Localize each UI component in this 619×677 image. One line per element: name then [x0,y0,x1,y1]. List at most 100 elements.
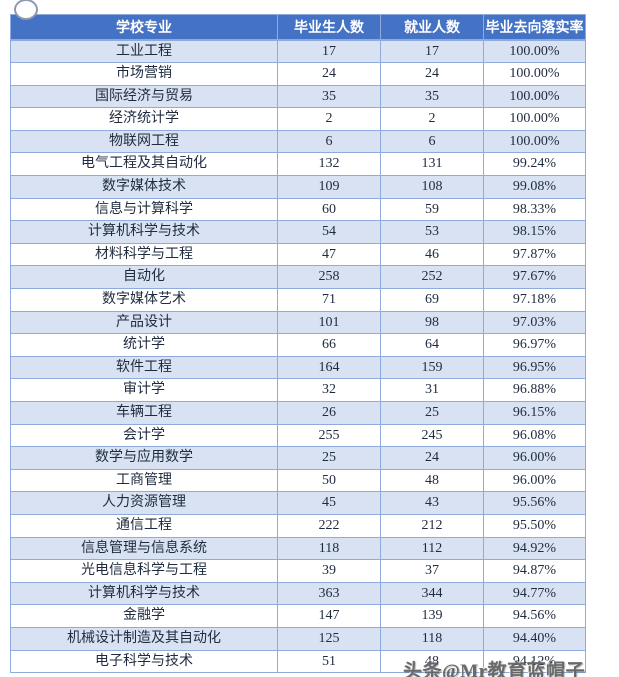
rate-cell: 94.92% [483,536,586,561]
employed-cell: 112 [380,536,484,561]
table-row: 统计学 66 64 96.97% [10,333,586,357]
major-cell: 金融学 [10,604,278,628]
employed-cell: 46 [380,242,484,267]
partial-circle-icon [14,0,38,20]
graduates-cell: 32 [277,378,381,402]
employed-cell: 139 [380,604,484,628]
table-row: 金融学 147 139 94.56% [10,604,586,628]
header-major: 学校专业 [10,14,278,41]
table-row: 数字媒体艺术 71 69 97.18% [10,288,586,312]
major-cell: 国际经济与贸易 [10,84,278,109]
table-row: 信息与计算科学 60 59 98.33% [10,197,586,222]
major-cell: 会计学 [10,423,278,448]
graduates-cell: 26 [277,401,381,425]
major-cell: 产品设计 [10,310,278,335]
header-graduates: 毕业生人数 [277,14,381,41]
graduates-cell: 60 [277,197,381,222]
graduates-cell: 132 [277,152,381,177]
major-cell: 计算机科学与技术 [10,220,278,244]
table-row: 光电信息科学与工程 39 37 94.87% [10,559,586,583]
major-cell: 自动化 [10,265,278,290]
employed-cell: 31 [380,378,484,402]
rate-cell: 97.18% [483,288,586,312]
table-row: 工业工程 17 17 100.00% [10,38,586,64]
header-row: 学校专业 毕业生人数 就业人数 毕业去向落实率 [10,14,586,41]
employed-cell: 48 [380,649,484,674]
rate-cell: 96.88% [483,378,586,402]
rate-cell: 94.87% [483,559,586,583]
rate-cell: 97.67% [483,265,586,290]
table-row: 审计学 32 31 96.88% [10,378,586,402]
employed-cell: 6 [380,129,484,154]
graduates-cell: 50 [277,468,381,493]
graduates-cell: 6 [277,129,381,154]
employed-cell: 2 [380,107,484,131]
graduates-cell: 66 [277,333,381,357]
employed-cell: 212 [380,513,484,538]
employed-cell: 53 [380,220,484,244]
table-row: 信息管理与信息系统 118 112 94.92% [10,536,586,561]
rate-cell: 97.87% [483,242,586,267]
rate-cell: 100.00% [483,107,586,131]
major-cell: 机械设计制造及其自动化 [10,626,278,651]
major-cell: 工商管理 [10,468,278,493]
rate-cell: 99.08% [483,175,586,199]
employed-cell: 98 [380,310,484,335]
graduates-cell: 54 [277,220,381,244]
employed-cell: 35 [380,84,484,109]
major-cell: 统计学 [10,333,278,357]
table-row: 数字媒体技术 109 108 99.08% [10,175,586,199]
rate-cell: 94.56% [483,604,586,628]
major-cell: 市场营销 [10,62,278,86]
major-cell: 材料科学与工程 [10,242,278,267]
table-row: 材料科学与工程 47 46 97.87% [10,242,586,267]
graduates-cell: 45 [277,491,381,515]
rate-cell: 96.00% [483,468,586,493]
graduates-cell: 255 [277,423,381,448]
major-cell: 信息与计算科学 [10,197,278,222]
graduates-cell: 51 [277,649,381,674]
rate-cell: 95.56% [483,491,586,515]
table-row: 经济统计学 2 2 100.00% [10,107,586,131]
employed-cell: 159 [380,355,484,380]
graduates-cell: 35 [277,84,381,109]
major-cell: 信息管理与信息系统 [10,536,278,561]
graduates-cell: 2 [277,107,381,131]
table-row: 物联网工程 6 6 100.00% [10,129,586,154]
graduates-cell: 17 [277,38,381,64]
employed-cell: 64 [380,333,484,357]
table-row: 计算机科学与技术 54 53 98.15% [10,220,586,244]
header-rate: 毕业去向落实率 [483,14,586,41]
graduates-cell: 125 [277,626,381,651]
table-body: 工业工程 17 17 100.00% 市场营销 24 24 100.00% 国际经济与贸易 35 3… [10,38,586,674]
major-cell: 车辆工程 [10,401,278,425]
rate-cell: 96.00% [483,446,586,470]
table-row: 人力资源管理 45 43 95.56% [10,491,586,515]
major-cell: 计算机科学与技术 [10,581,278,606]
employed-cell: 37 [380,559,484,583]
majors-employment-table: 学校专业 毕业生人数 就业人数 毕业去向落实率 工业工程 17 17 100.00% 市… [10,14,586,674]
rate-cell: 95.50% [483,513,586,538]
employed-cell: 252 [380,265,484,290]
table-row: 电子科学与技术 51 48 94.12% [10,649,586,674]
rate-cell: 96.08% [483,423,586,448]
rate-cell: 100.00% [483,38,586,64]
rate-cell: 96.97% [483,333,586,357]
major-cell: 电气工程及其自动化 [10,152,278,177]
employed-cell: 108 [380,175,484,199]
graduates-cell: 25 [277,446,381,470]
major-cell: 光电信息科学与工程 [10,559,278,583]
employed-cell: 24 [380,446,484,470]
rate-cell: 96.15% [483,401,586,425]
table-row: 电气工程及其自动化 132 131 99.24% [10,152,586,177]
employed-cell: 131 [380,152,484,177]
major-cell: 人力资源管理 [10,491,278,515]
employed-cell: 344 [380,581,484,606]
employed-cell: 25 [380,401,484,425]
table-row: 数学与应用数学 25 24 96.00% [10,446,586,470]
employed-cell: 24 [380,62,484,86]
table-row: 工商管理 50 48 96.00% [10,468,586,493]
graduates-cell: 118 [277,536,381,561]
employed-cell: 17 [380,38,484,64]
